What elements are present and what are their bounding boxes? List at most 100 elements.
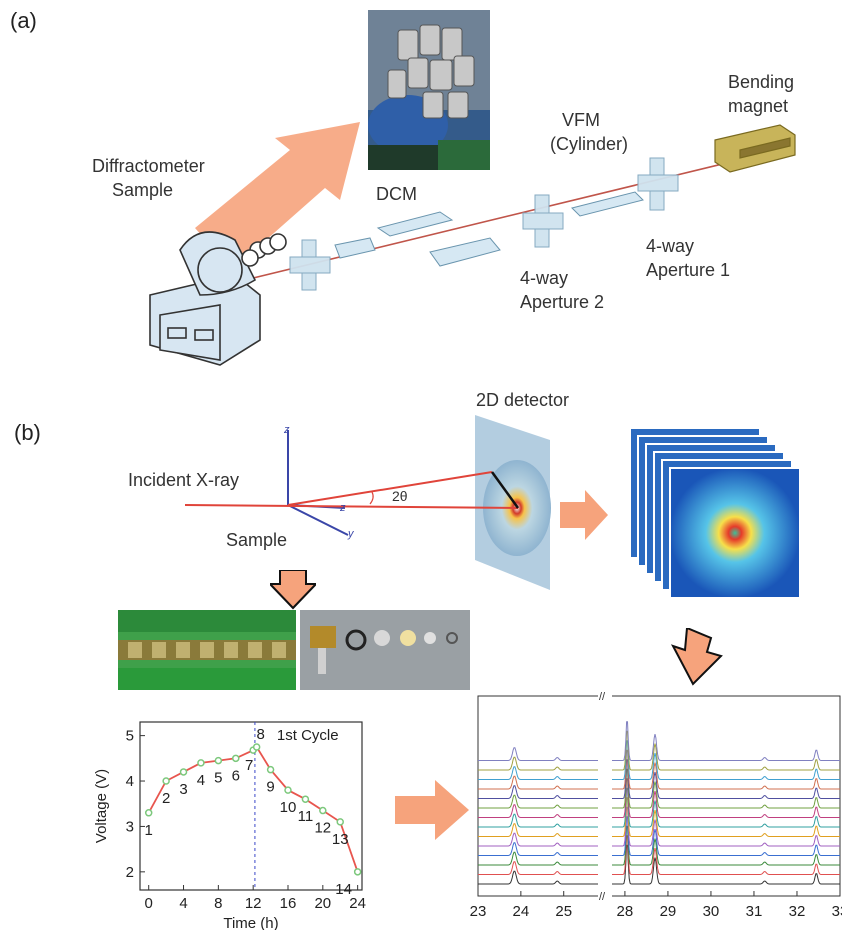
data-point-label: 4 bbox=[197, 772, 205, 789]
bending-magnet-icon bbox=[714, 124, 796, 173]
label-vfm-cylinder: (Cylinder) bbox=[550, 134, 629, 154]
xrd-pattern-9 bbox=[612, 768, 840, 809]
incident-beam bbox=[184, 504, 519, 509]
arrow-down-sample bbox=[270, 570, 316, 610]
break-mark-bottom: // bbox=[599, 891, 606, 903]
panel-b-letter: (b) bbox=[14, 420, 41, 445]
xrd-pattern-2 bbox=[478, 861, 598, 875]
xrd-pattern-1 bbox=[612, 844, 840, 885]
xrd-pattern-4 bbox=[612, 816, 840, 856]
data-point-label: 13 bbox=[332, 831, 349, 848]
xrd-pattern-3 bbox=[478, 851, 598, 866]
label-bending: Bending bbox=[728, 72, 795, 92]
label-axis-y: y bbox=[348, 528, 354, 540]
label-sample-b: Sample bbox=[226, 530, 288, 550]
y-tick-label: 5 bbox=[126, 728, 134, 745]
label-sample-a: Sample bbox=[112, 180, 174, 200]
label-aperture2-line2: Aperture 2 bbox=[520, 292, 605, 312]
xrd-tick-label: 28 bbox=[617, 903, 634, 920]
xrd-tick-label: 31 bbox=[746, 903, 763, 920]
xrd-pattern-7 bbox=[612, 787, 840, 828]
xrd-pattern-8 bbox=[612, 778, 840, 818]
label-aperture1-line2: Aperture 1 bbox=[646, 260, 731, 280]
label-vfm: VFM bbox=[562, 110, 600, 130]
data-point-label: 12 bbox=[314, 820, 331, 837]
data-point bbox=[336, 818, 344, 826]
label-two-theta: 2θ bbox=[392, 488, 408, 504]
axis-y bbox=[287, 504, 349, 536]
label-axis-z1: z bbox=[284, 424, 290, 436]
data-point-label: 8 bbox=[256, 726, 264, 743]
xrd-pattern-1 bbox=[478, 870, 598, 885]
xrd-pattern-6 bbox=[478, 823, 598, 837]
data-point bbox=[197, 759, 205, 767]
data-point-label: 11 bbox=[298, 808, 314, 825]
data-point-label: 14 bbox=[335, 881, 352, 898]
label-aperture1-line1: 4-way bbox=[646, 236, 695, 256]
x-axis-label: Time (h) bbox=[223, 915, 278, 930]
x-tick-label: 20 bbox=[314, 895, 331, 912]
diffractometer-photo bbox=[368, 10, 490, 170]
data-point-label: 9 bbox=[266, 779, 274, 796]
y-tick-label: 3 bbox=[126, 818, 134, 835]
diffractometer-icon bbox=[149, 231, 287, 366]
data-point-label: 10 bbox=[280, 799, 297, 816]
xrd-pattern-8 bbox=[478, 804, 598, 818]
xrd-pattern-14 bbox=[478, 747, 598, 761]
beam-line bbox=[244, 149, 781, 281]
label-diffractometer: Diffractometer bbox=[92, 156, 205, 176]
y-tick-label: 2 bbox=[126, 864, 134, 881]
xrd-pattern-11 bbox=[612, 749, 840, 790]
x-tick-label: 8 bbox=[214, 895, 222, 912]
label-magnet: magnet bbox=[728, 96, 789, 116]
xrd-pattern-13 bbox=[478, 756, 598, 771]
xrd-frame bbox=[477, 695, 841, 897]
xrd-pattern-6 bbox=[612, 797, 840, 837]
axis-break bbox=[598, 694, 612, 898]
x-tick-label: 0 bbox=[145, 895, 153, 912]
xrd-pattern-13 bbox=[612, 730, 840, 771]
xrd-tick-label: 33 bbox=[832, 903, 842, 920]
data-point-label: 1 bbox=[145, 822, 153, 839]
xrd-chart: // // 23 24 25 28 29 30 31 32 33 bbox=[470, 691, 842, 920]
data-point bbox=[179, 768, 188, 776]
data-point bbox=[162, 777, 170, 785]
break-mark-top: // bbox=[599, 691, 606, 703]
label-axis-z2: z bbox=[340, 502, 346, 514]
aperture-icons bbox=[289, 157, 679, 291]
data-point-label: 3 bbox=[179, 781, 187, 798]
data-point-label: 6 bbox=[232, 767, 240, 784]
label-dcm: DCM bbox=[376, 184, 417, 204]
data-point bbox=[301, 795, 310, 803]
xrd-pattern-14 bbox=[612, 721, 840, 761]
data-point bbox=[252, 743, 261, 751]
chart-title: 1st Cycle bbox=[277, 727, 339, 744]
xrd-pattern-4 bbox=[478, 842, 598, 856]
cell-components-photo bbox=[300, 610, 470, 690]
arrow-right-1 bbox=[560, 490, 608, 540]
xrd-tick-label: 32 bbox=[789, 903, 806, 920]
data-point bbox=[284, 786, 292, 794]
arrow-down-detector bbox=[670, 628, 723, 686]
xrd-tick-label: 23 bbox=[470, 903, 486, 920]
xrd-pattern-12 bbox=[478, 766, 598, 780]
orange-arrow bbox=[195, 122, 360, 270]
data-point-label: 5 bbox=[214, 770, 222, 787]
dcm-crystals bbox=[334, 191, 644, 267]
label-2d-detector: 2D detector bbox=[476, 390, 570, 410]
xrd-pattern-11 bbox=[478, 775, 598, 790]
y-tick-label: 4 bbox=[126, 773, 134, 790]
xrd-pattern-7 bbox=[478, 813, 598, 828]
xrd-pattern-10 bbox=[612, 759, 840, 799]
label-aperture2-line1: 4-way bbox=[520, 268, 569, 288]
data-point bbox=[266, 765, 275, 774]
xrd-tick-label: 29 bbox=[660, 903, 677, 920]
xrd-pattern-3 bbox=[612, 825, 840, 866]
panel-a-letter: (a) bbox=[10, 8, 37, 33]
xrd-pattern-12 bbox=[612, 740, 840, 780]
data-point-label: 7 bbox=[245, 757, 253, 774]
diffracted-beam bbox=[287, 471, 493, 506]
xrd-pattern-5 bbox=[612, 806, 840, 847]
